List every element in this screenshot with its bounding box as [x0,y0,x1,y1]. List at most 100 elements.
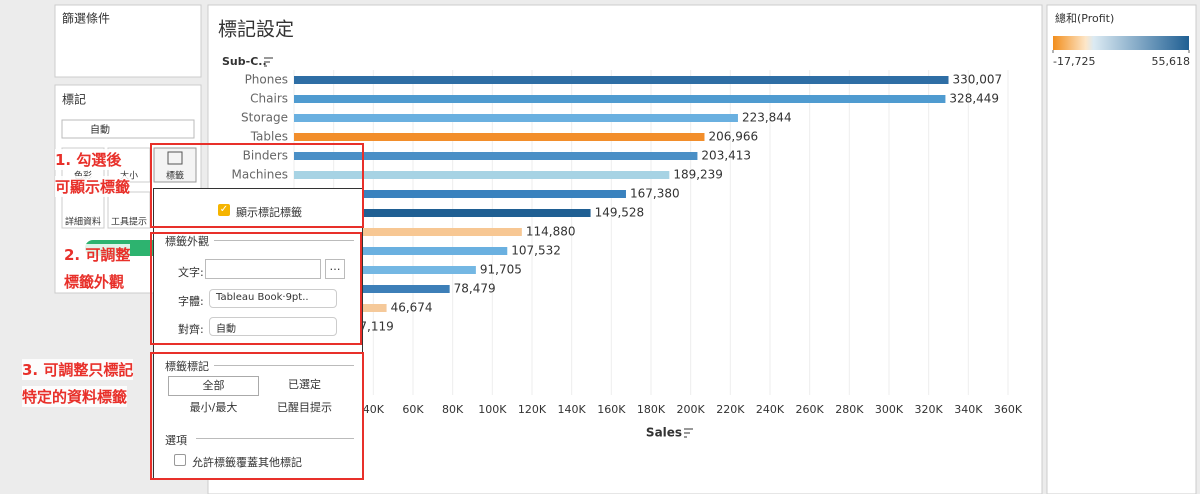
bar [294,114,738,122]
bar-value-label: 328,449 [949,92,999,106]
annotation: 1. 勾選後 [55,149,122,170]
y-header: Sub-C.. [222,55,267,68]
sort-icon [684,428,693,438]
x-tick-label: 200K [677,403,706,416]
mark-button-label: 詳細資料 [65,216,101,228]
y-tick-label: Chairs [250,92,288,106]
y-tick-label: Machines [232,168,288,182]
x-tick-label: 360K [994,403,1023,416]
mark-button-label: 工具提示 [111,217,147,228]
bar-value-label: 149,528 [595,206,645,220]
text-input[interactable] [205,259,321,279]
x-tick-label: 320K [915,403,944,416]
bar [294,247,508,255]
x-tick-label: 80K [442,403,464,416]
mark-button-label: 標籤 [166,170,184,182]
legend-gradient [1053,36,1189,50]
x-tick-label: 340K [954,403,983,416]
bar [294,266,476,274]
bar-value-label: 107,532 [511,244,561,258]
checkbox-label: 允許標籤覆蓋其他標記 [192,456,302,469]
x-tick-label: 180K [637,403,666,416]
bar-value-label: 206,966 [708,130,758,144]
bar [294,171,670,179]
legend-tick-label: -17,725 [1053,55,1095,68]
sort-icon [264,57,273,67]
option-button[interactable]: 最小/最大 [189,401,238,414]
annotation: 可顯示標籤 [55,176,131,197]
label-icon [167,151,183,165]
option-button[interactable]: 已醒目提示 [277,401,332,414]
bar-value-label: 167,380 [630,187,680,201]
mark-type-dropdown[interactable] [61,119,195,139]
divider [214,365,354,366]
annotation: 特定的資料標籤 [22,386,128,407]
align-select[interactable]: 自動 [209,317,337,336]
bar [294,190,626,198]
bar [294,152,698,160]
divider [214,240,354,241]
legend-title: 總和(Profit) [1055,11,1114,25]
legend-tick-label: 55,618 [1152,55,1191,68]
bar-value-label: 223,844 [742,111,792,125]
section-title: 標籤標記 [165,360,209,373]
filters-title: 篩選條件 [62,11,110,26]
y-tick-label: Phones [245,73,288,87]
bar [294,95,946,103]
x-tick-label: 160K [597,403,626,416]
x-tick-label: 280K [835,403,864,416]
field-label: 文字: [178,266,204,279]
mark-button[interactable] [153,147,197,183]
annotation: 標籤外觀 [64,271,125,292]
x-tick-label: 140K [558,403,587,416]
option-button[interactable]: 全部 [168,376,259,396]
annotation: 3. 可調整只標記 [22,359,134,380]
label-popup [153,188,363,480]
bar-value-label: 78,479 [454,282,496,296]
checkbox-checked[interactable]: ✓ [218,204,230,216]
highlight-box [150,143,364,228]
mark-type: 自動 [90,123,110,136]
bar [294,133,705,141]
legend-panel [1046,4,1197,494]
plot: 0K20K40K60K80K100K120K140K160K180K200K22… [232,70,1023,416]
annotation: 2. 可調整 [64,244,131,265]
bar [294,76,949,84]
option-button[interactable]: 已選定 [288,378,321,391]
section-title: 標籤外觀 [165,235,209,248]
bar-value-label: 91,705 [480,263,522,277]
font-select[interactable]: Tableau Book‧9pt.. [209,289,337,308]
field-label: 字體: [178,295,204,308]
bar [294,285,450,293]
filters-panel [54,4,202,78]
highlight-box [150,352,364,480]
bar [294,228,522,236]
x-tick-label: 120K [518,403,547,416]
x-tick-label: 220K [716,403,745,416]
highlight-box [150,232,362,345]
y-tick-label: Tables [250,130,288,144]
x-tick-label: 300K [875,403,904,416]
x-tick-label: 40K [363,403,385,416]
x-tick-label: 60K [402,403,424,416]
text-button[interactable]: … [325,259,345,279]
y-tick-label: Storage [241,111,288,125]
x-axis-label: Sales [646,426,682,440]
bar [294,209,591,217]
chart-title: 標記設定 [218,19,294,41]
bar-value-label: 114,880 [526,225,576,239]
y-tick-label: Binders [243,149,288,163]
x-tick-label: 240K [756,403,785,416]
section-title: 選項 [165,434,187,447]
x-tick-label: 260K [796,403,825,416]
bar-value-label: 46,674 [391,301,433,315]
field-label: 對齊: [178,323,204,336]
bar-value-label: 330,007 [953,73,1003,87]
x-tick-label: 100K [478,403,507,416]
checkbox[interactable] [174,454,186,466]
checkbox-label: 顯示標記標籤 [236,206,302,219]
bar-value-label: 189,239 [673,168,723,182]
divider [196,438,354,439]
marks-title: 標記 [62,92,86,107]
